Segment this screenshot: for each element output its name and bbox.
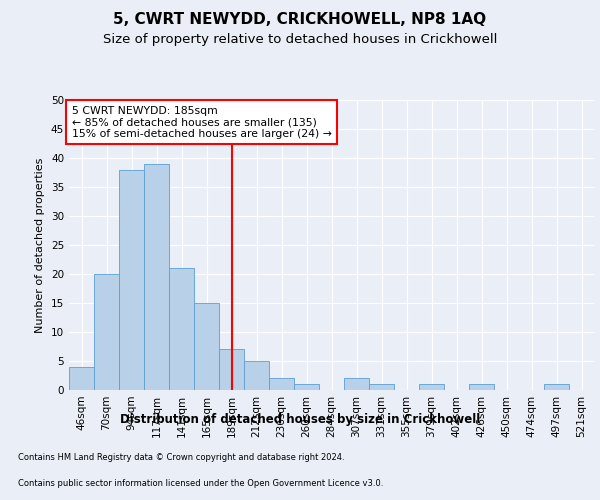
Bar [369, 384, 394, 390]
Bar [169, 268, 194, 390]
Bar [469, 384, 494, 390]
Bar [544, 384, 569, 390]
Text: 5, CWRT NEWYDD, CRICKHOWELL, NP8 1AQ: 5, CWRT NEWYDD, CRICKHOWELL, NP8 1AQ [113, 12, 487, 28]
Y-axis label: Number of detached properties: Number of detached properties [35, 158, 46, 332]
Bar [344, 378, 369, 390]
Bar [244, 361, 269, 390]
Bar [69, 367, 94, 390]
Text: Distribution of detached houses by size in Crickhowell: Distribution of detached houses by size … [120, 412, 480, 426]
Text: Contains public sector information licensed under the Open Government Licence v3: Contains public sector information licen… [18, 478, 383, 488]
Text: Contains HM Land Registry data © Crown copyright and database right 2024.: Contains HM Land Registry data © Crown c… [18, 454, 344, 462]
Bar [219, 350, 244, 390]
Bar [94, 274, 119, 390]
Text: Size of property relative to detached houses in Crickhowell: Size of property relative to detached ho… [103, 32, 497, 46]
Bar [294, 384, 319, 390]
Bar [419, 384, 444, 390]
Bar [269, 378, 294, 390]
Bar [194, 303, 219, 390]
Bar [144, 164, 169, 390]
Bar [119, 170, 144, 390]
Text: 5 CWRT NEWYDD: 185sqm
← 85% of detached houses are smaller (135)
15% of semi-det: 5 CWRT NEWYDD: 185sqm ← 85% of detached … [71, 106, 331, 139]
